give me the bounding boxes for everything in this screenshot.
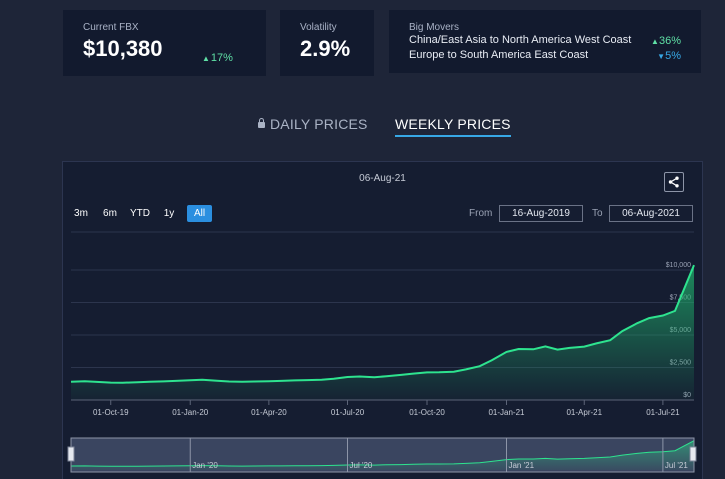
arrow-up-icon: ▲: [202, 54, 210, 63]
x-tick-label: 01-Jul-21: [646, 408, 680, 417]
x-tick-label: 01-Oct-19: [93, 408, 129, 417]
volatility-card: Volatility 2.9%: [280, 10, 374, 76]
x-tick-label: 01-Apr-21: [566, 408, 602, 417]
volatility-label: Volatility: [300, 22, 337, 33]
big-movers-label: Big Movers: [409, 22, 460, 33]
lock-icon: [258, 118, 265, 128]
big-mover-change: ▲36%: [651, 35, 681, 47]
navigator-label: Jul '20: [350, 461, 373, 470]
price-area: [71, 265, 694, 400]
range-button-3m[interactable]: 3m: [74, 208, 88, 219]
big-mover-change-value: 36%: [658, 35, 681, 47]
navigator-handle-left[interactable]: [67, 446, 75, 462]
current-fbx-change: ▲17%: [202, 52, 233, 64]
to-label: To: [592, 208, 603, 219]
range-button-all[interactable]: All: [187, 205, 212, 222]
share-icon: [668, 176, 679, 188]
x-tick-label: 01-Jan-20: [172, 408, 209, 417]
range-button-ytd[interactable]: YTD: [130, 208, 150, 219]
arrow-down-icon: ▼: [657, 52, 666, 61]
tab-weekly-prices-label: WEEKLY PRICES: [395, 116, 511, 132]
navigator-label: Jul '21: [665, 461, 688, 470]
navigator-label: Jan '20: [192, 461, 218, 470]
price-chart[interactable]: $0$2,500$5,000$7,500$10,000 01-Oct-1901-…: [63, 162, 702, 479]
to-date-input[interactable]: [609, 205, 693, 222]
x-tick-label: 01-Jan-21: [488, 408, 525, 417]
x-tick-label: 01-Oct-20: [409, 408, 445, 417]
current-fbx-label: Current FBX: [83, 22, 139, 33]
arrow-up-icon: ▲: [651, 37, 659, 46]
x-tick-label: 01-Apr-20: [251, 408, 287, 417]
big-mover-change-value: 5%: [665, 50, 681, 62]
big-mover-route: China/East Asia to North America West Co…: [409, 34, 632, 46]
big-movers-card: Big Movers China/East Asia to North Amer…: [389, 10, 701, 73]
from-date-input[interactable]: [499, 205, 583, 222]
tab-daily-prices-label: DAILY PRICES: [270, 116, 368, 132]
navigator-handle-right[interactable]: [689, 446, 697, 462]
share-button[interactable]: [664, 172, 684, 192]
tab-weekly-prices[interactable]: WEEKLY PRICES: [395, 116, 511, 137]
current-fbx-value: $10,380: [83, 36, 163, 61]
current-fbx-change-value: 17%: [210, 52, 233, 64]
current-fbx-card: Current FBX $10,380 ▲17%: [63, 10, 266, 76]
chart-panel: 06-Aug-21 3m 6m YTD 1y All From To $0$2: [62, 161, 703, 479]
navigator-label: Jan '21: [508, 461, 534, 470]
y-tick-label: $10,000: [666, 262, 691, 269]
navigator-area: [71, 440, 694, 470]
big-mover-change: ▼5%: [657, 50, 681, 62]
price-line: [70, 264, 695, 384]
from-label: From: [469, 208, 493, 219]
x-tick-label: 01-Jul-20: [331, 408, 365, 417]
navigator-line: [70, 440, 695, 467]
volatility-value: 2.9%: [300, 36, 351, 61]
price-tabs: DAILY PRICES WEEKLY PRICES: [0, 116, 725, 140]
big-mover-route: Europe to South America East Coast: [409, 49, 589, 61]
chart-date-label: 06-Aug-21: [359, 173, 406, 184]
range-button-1y[interactable]: 1y: [163, 208, 175, 219]
range-button-6m[interactable]: 6m: [103, 208, 117, 219]
tab-daily-prices[interactable]: DAILY PRICES: [258, 116, 368, 132]
